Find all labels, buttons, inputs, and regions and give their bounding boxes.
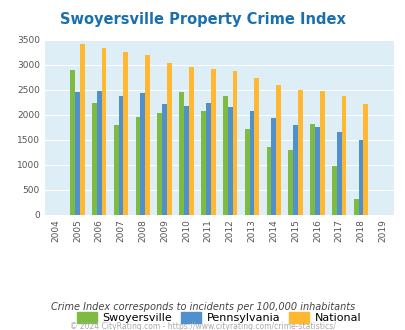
Bar [188, 67, 193, 214]
Bar [341, 96, 345, 214]
Text: Crime Index corresponds to incidents per 100,000 inhabitants: Crime Index corresponds to incidents per… [51, 302, 354, 312]
Bar [275, 84, 280, 214]
Bar [353, 199, 358, 214]
Bar [70, 70, 75, 214]
Bar [358, 140, 362, 214]
Bar [271, 117, 275, 214]
Bar [113, 124, 118, 214]
Bar [227, 107, 232, 214]
Bar [183, 106, 188, 214]
Text: © 2024 CityRating.com - https://www.cityrating.com/crime-statistics/: © 2024 CityRating.com - https://www.city… [70, 322, 335, 330]
Bar [167, 63, 171, 214]
Bar [319, 90, 324, 214]
Bar [309, 123, 314, 214]
Bar [362, 104, 367, 214]
Bar [297, 89, 302, 214]
Bar [75, 91, 80, 214]
Bar [331, 166, 336, 214]
Bar [135, 117, 140, 214]
Bar [145, 54, 150, 214]
Bar [254, 78, 258, 214]
Bar [244, 129, 249, 214]
Bar [336, 132, 341, 214]
Bar [101, 48, 106, 214]
Bar [123, 51, 128, 214]
Bar [200, 111, 205, 214]
Bar [118, 96, 123, 214]
Bar [140, 93, 145, 214]
Bar [222, 96, 227, 214]
Bar [96, 90, 101, 214]
Bar [314, 127, 319, 214]
Bar [162, 104, 167, 214]
Bar [249, 111, 254, 214]
Bar [232, 71, 237, 215]
Bar [80, 44, 84, 214]
Text: Swoyersville Property Crime Index: Swoyersville Property Crime Index [60, 12, 345, 26]
Bar [210, 69, 215, 214]
Bar [92, 103, 96, 214]
Bar [266, 147, 271, 214]
Bar [157, 113, 162, 214]
Legend: Swoyersville, Pennsylvania, National: Swoyersville, Pennsylvania, National [72, 308, 365, 327]
Bar [288, 149, 292, 214]
Bar [179, 92, 183, 214]
Bar [292, 124, 297, 214]
Bar [205, 103, 210, 214]
